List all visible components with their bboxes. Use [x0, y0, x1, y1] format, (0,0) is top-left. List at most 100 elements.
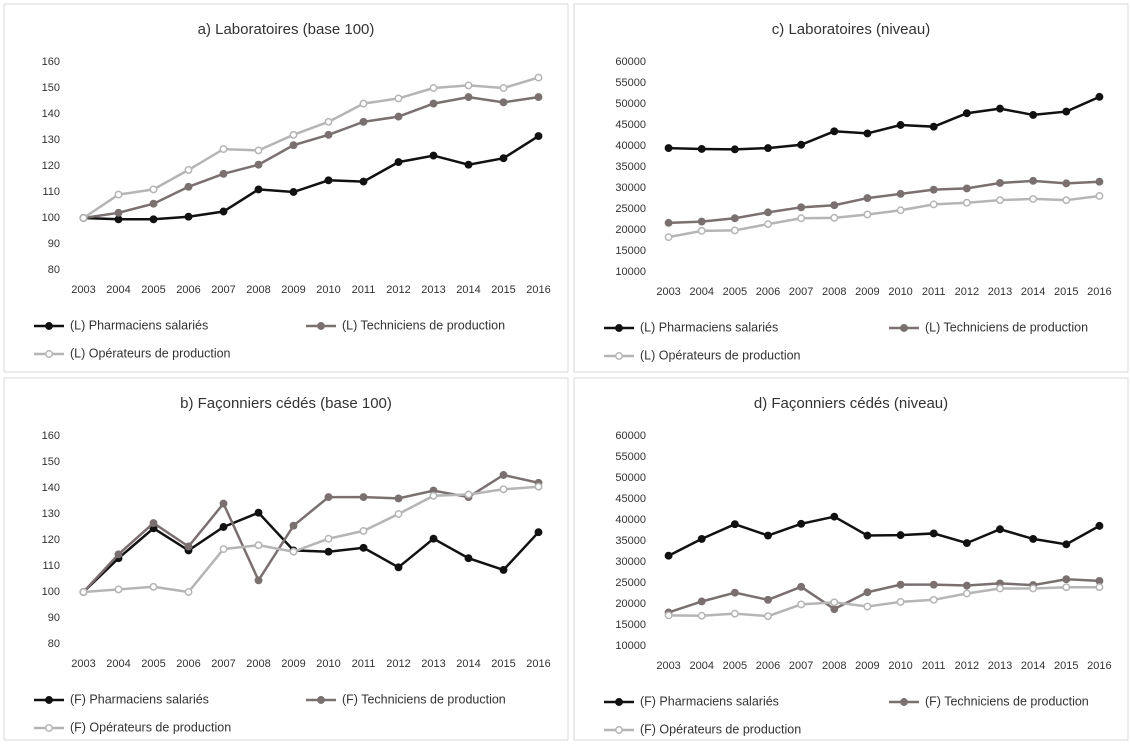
y-tick-label: 140 [42, 108, 60, 120]
data-point [114, 585, 123, 594]
data-point [1062, 583, 1071, 592]
data-point [697, 144, 706, 153]
legend-marker [615, 726, 623, 734]
data-point [697, 534, 706, 543]
data-point [962, 539, 971, 548]
x-tick-label: 2005 [723, 660, 747, 672]
data-point [929, 529, 938, 538]
data-point [219, 207, 228, 216]
data-point [394, 494, 403, 503]
data-point [394, 510, 403, 518]
y-tick-label: 20000 [615, 598, 646, 610]
data-point [1062, 540, 1071, 549]
data-point [464, 490, 473, 499]
data-point [1062, 107, 1071, 116]
data-point [730, 214, 739, 223]
data-point [324, 493, 333, 502]
data-point [730, 609, 739, 618]
data-point [962, 589, 971, 598]
data-point [830, 201, 839, 210]
data-point [324, 176, 333, 185]
x-tick-label: 2012 [955, 286, 979, 298]
y-tick-label: 150 [42, 456, 60, 468]
data-point [359, 493, 368, 502]
legend-marker [615, 324, 623, 332]
legend-marker [45, 322, 53, 330]
data-point [1029, 584, 1038, 593]
series-line [668, 95, 1100, 151]
data-point [863, 194, 872, 203]
x-tick-label: 2009 [855, 286, 879, 298]
data-point [764, 208, 772, 217]
series-line [668, 515, 1101, 557]
panel: c) Laboratoires (niveau) 10000 15000 20000 2… [573, 3, 1129, 373]
y-tick-label: 40000 [615, 514, 646, 526]
data-point [114, 208, 123, 217]
data-point [1095, 177, 1104, 186]
y-tick-label: 55000 [615, 77, 646, 89]
x-tick-label: 2011 [352, 658, 376, 670]
data-point [534, 528, 543, 537]
data-point [219, 545, 228, 554]
data-point [149, 215, 158, 224]
x-tick-label: 2007 [211, 284, 235, 296]
data-point [429, 99, 438, 108]
data-point [79, 214, 88, 222]
y-tick-label: 20000 [615, 224, 646, 236]
data-point [697, 226, 706, 235]
series-line [82, 76, 539, 220]
data-point [499, 471, 508, 479]
x-tick-label: 2009 [855, 660, 879, 672]
data-point [797, 600, 806, 609]
data-point [896, 206, 905, 215]
series-line [668, 194, 1100, 239]
y-tick-label: 45000 [615, 493, 646, 505]
legend-label: (F) Opérateurs de production [70, 720, 231, 734]
legend-marker [317, 696, 325, 704]
y-tick-label: 25000 [615, 577, 646, 589]
y-tick-label: 30000 [615, 182, 646, 194]
data-point [962, 184, 971, 193]
data-point [429, 534, 438, 543]
x-tick-label: 2012 [955, 660, 979, 672]
y-tick-label: 120 [42, 534, 60, 546]
panel-border [573, 3, 1129, 373]
data-point [896, 531, 905, 540]
data-point [289, 521, 298, 530]
x-tick-label: 2014 [456, 658, 480, 670]
data-point [896, 189, 905, 198]
legend-label: (L) Pharmaciens salariés [70, 318, 208, 332]
x-tick-label: 2009 [281, 658, 305, 670]
data-point [359, 177, 368, 186]
data-point [184, 542, 193, 551]
y-tick-label: 130 [42, 508, 60, 520]
x-tick-label: 2010 [316, 658, 340, 670]
data-point [929, 122, 938, 131]
data-point [962, 581, 971, 590]
x-tick-label: 2003 [71, 658, 95, 670]
y-tick-label: 90 [48, 612, 60, 624]
panel: d) Façonniers cédés (niveau) 10000 15000 20… [573, 377, 1129, 741]
data-point [254, 160, 263, 169]
data-point [499, 154, 508, 163]
data-point [697, 611, 706, 620]
data-point [664, 233, 673, 242]
data-point [429, 84, 438, 92]
x-tick-label: 2007 [211, 658, 235, 670]
x-tick-label: 2006 [756, 286, 780, 298]
data-point [184, 588, 193, 596]
x-tick-label: 2008 [246, 284, 270, 296]
y-tick-label: 45000 [615, 119, 646, 131]
x-tick-label: 2014 [1021, 660, 1045, 672]
x-tick-label: 2015 [491, 658, 515, 670]
x-tick-label: 2012 [386, 658, 410, 670]
data-point [499, 98, 508, 107]
y-tick-label: 15000 [615, 619, 646, 631]
data-point [534, 73, 543, 82]
x-tick-label: 2005 [141, 284, 165, 296]
panel: a) Laboratoires (base 100) 80 90 100 110 120 1… [3, 3, 569, 373]
y-tick-label: 60000 [615, 430, 646, 442]
data-point [464, 554, 473, 563]
legend-marker [45, 696, 53, 704]
data-point [830, 605, 839, 613]
